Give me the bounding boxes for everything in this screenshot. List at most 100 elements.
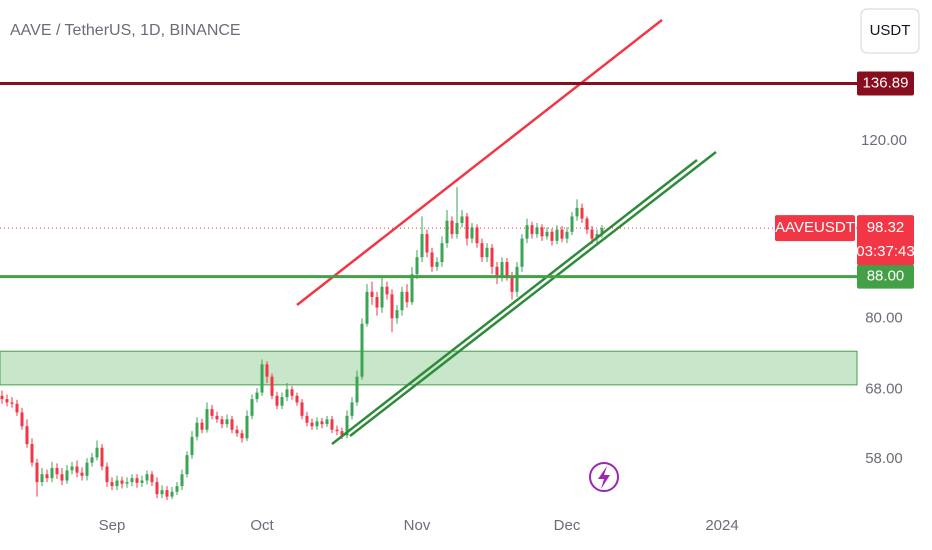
candle-layer <box>0 187 604 500</box>
axis-layer: 58.00 68.00 80.00 120.00 Sep Oct Nov Dec 2024 136… <box>99 71 915 534</box>
candle-body <box>480 243 484 258</box>
trend-line <box>349 151 717 437</box>
candle-body <box>585 218 589 230</box>
candle-body <box>540 227 544 237</box>
candle-body <box>255 392 259 400</box>
candle-body <box>0 395 4 400</box>
level-layer <box>0 81 857 279</box>
candle-body <box>315 421 319 427</box>
candle-body <box>325 419 329 425</box>
candle-body <box>460 216 464 223</box>
y-tick-label: 58.00 <box>865 450 903 467</box>
candle-body <box>390 294 394 319</box>
candle-body <box>240 433 244 439</box>
x-tick-label: Nov <box>404 517 431 534</box>
icon-ring[interactable] <box>589 462 619 492</box>
countdown-label: 03:37:43 <box>856 243 914 260</box>
level-tag-label: 88.00 <box>867 268 905 285</box>
candle-body <box>410 274 414 303</box>
price-tag <box>857 215 914 266</box>
level-tag <box>857 71 914 96</box>
candle-body <box>360 323 364 377</box>
candle-body <box>165 490 169 497</box>
candle-body <box>545 231 549 237</box>
candle-body <box>345 415 349 436</box>
chart-title: AAVE / TetherUS, 1D, BINANCE <box>10 22 241 39</box>
candle-body <box>220 419 224 425</box>
candle-body <box>135 478 139 483</box>
candle-body <box>190 436 194 456</box>
candle-body <box>550 231 554 241</box>
candle-body <box>280 397 284 406</box>
candle-body <box>130 478 134 483</box>
candle-body <box>500 261 504 277</box>
candle-body <box>415 257 419 275</box>
candle-body <box>250 399 254 416</box>
candle-body <box>55 468 59 475</box>
candle-body <box>600 228 604 235</box>
candle-body <box>155 482 159 495</box>
candle-body <box>560 229 564 239</box>
level-tag <box>857 264 914 289</box>
candle-body <box>210 409 214 416</box>
candle-body <box>340 431 344 436</box>
candle-body <box>95 447 99 458</box>
candle-body <box>440 243 444 262</box>
candle-body <box>430 252 434 267</box>
candle-body <box>465 216 469 239</box>
candle-body <box>110 482 114 487</box>
trend-line <box>331 159 698 445</box>
candle-body <box>475 227 479 244</box>
candle-body <box>85 462 89 476</box>
candle-body <box>495 266 499 277</box>
candle-body <box>515 266 519 292</box>
level-tag-label: 136.89 <box>863 74 909 91</box>
candle-body <box>535 227 539 235</box>
candle-body <box>555 229 559 241</box>
candle-body <box>205 409 209 430</box>
candle-body <box>420 234 424 258</box>
icon-bolt[interactable] <box>598 466 610 489</box>
x-tick-label: Sep <box>99 517 126 534</box>
candle-body <box>520 238 524 267</box>
lightning-icon[interactable] <box>589 462 619 492</box>
candle-body <box>230 419 234 430</box>
currency-label[interactable]: USDT <box>870 22 911 39</box>
candle-body <box>5 399 9 403</box>
y-tick-label: 80.00 <box>865 309 903 326</box>
candle-body <box>235 429 239 434</box>
currency-button[interactable] <box>860 8 920 54</box>
candle-body <box>30 444 34 463</box>
candle-body <box>15 403 19 413</box>
candle-body <box>75 466 79 473</box>
candle-body <box>150 474 154 483</box>
candle-body <box>20 412 24 427</box>
candle-body <box>330 419 334 430</box>
candle-body <box>45 474 49 479</box>
symbol-tag <box>775 215 855 242</box>
candle-body <box>275 395 279 406</box>
candle-body <box>180 474 184 487</box>
candle-body <box>450 220 454 235</box>
candle-body <box>425 234 429 253</box>
candle-body <box>575 207 579 217</box>
candle-body <box>195 422 199 437</box>
candle-body <box>260 364 264 393</box>
candle-body <box>590 229 594 239</box>
candle-body <box>335 429 339 432</box>
trend-line <box>296 19 663 306</box>
price-tag-label: 98.32 <box>867 219 905 236</box>
candle-body <box>145 474 149 481</box>
candle-body <box>570 216 574 232</box>
candle-body <box>285 389 289 398</box>
candle-body <box>265 364 269 377</box>
candle-body <box>40 474 44 483</box>
candle-body <box>530 225 534 235</box>
candle-body <box>50 468 54 479</box>
candle-body <box>375 296 379 308</box>
candle-body <box>310 422 314 427</box>
candle-body <box>365 291 369 324</box>
candle-body <box>320 421 324 425</box>
candle-body <box>290 389 294 396</box>
x-tick-label: Dec <box>554 517 581 534</box>
